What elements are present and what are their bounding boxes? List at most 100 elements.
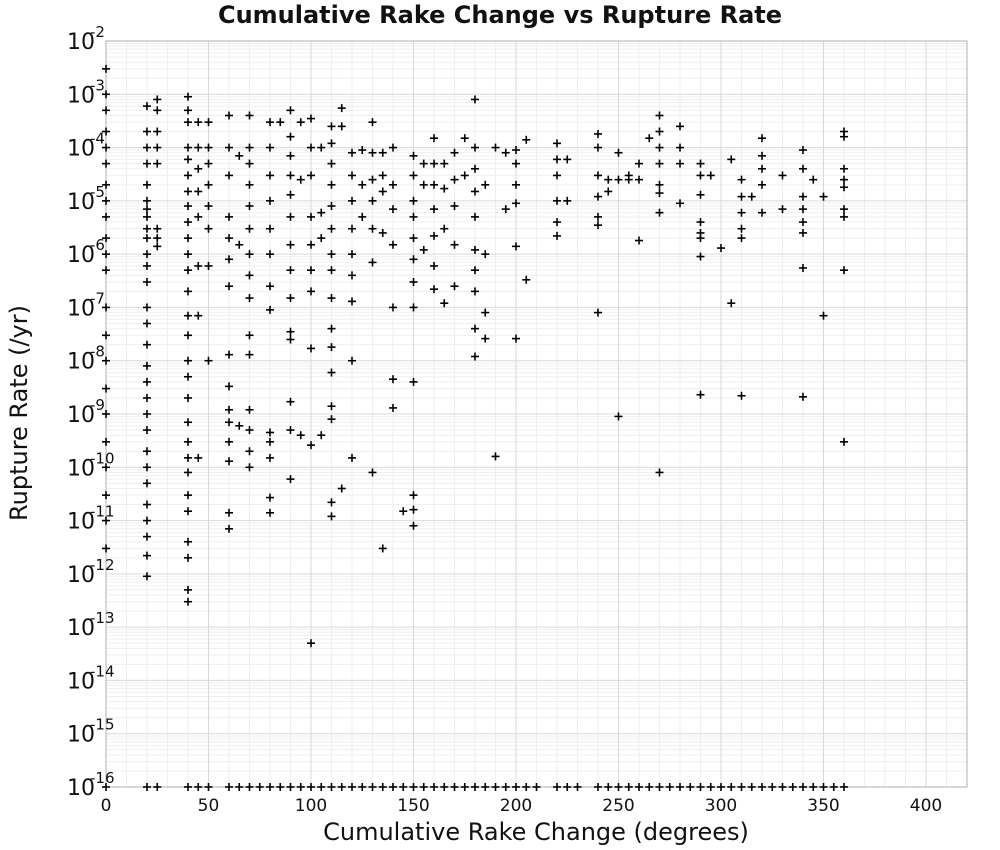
y-tick-exponent: -13 xyxy=(90,609,115,627)
y-tick-base: 10 xyxy=(67,563,95,588)
data-point xyxy=(368,224,377,233)
x-tick-label: 50 xyxy=(198,796,220,816)
data-point xyxy=(409,234,418,243)
y-tick-base: 10 xyxy=(67,403,95,428)
data-point xyxy=(799,392,807,401)
data-point xyxy=(184,491,192,500)
data-point xyxy=(225,418,233,427)
data-point xyxy=(102,331,110,340)
data-point xyxy=(522,783,531,791)
data-point xyxy=(430,180,438,189)
data-point xyxy=(194,187,203,196)
data-point xyxy=(737,192,746,201)
data-point xyxy=(286,294,295,303)
data-point xyxy=(389,783,397,791)
data-point xyxy=(706,783,715,791)
data-point xyxy=(184,202,192,211)
data-point xyxy=(399,507,408,516)
data-point xyxy=(337,783,346,791)
data-point xyxy=(225,524,233,533)
data-point xyxy=(337,122,346,131)
data-point xyxy=(348,148,356,157)
data-point xyxy=(696,234,705,243)
data-point xyxy=(204,180,213,189)
data-point xyxy=(368,196,377,205)
data-point xyxy=(184,266,192,275)
data-point xyxy=(481,180,490,189)
data-point xyxy=(471,324,479,333)
y-tick-label: 10-2 xyxy=(67,23,105,55)
y-tick-base: 10 xyxy=(67,456,95,481)
data-point xyxy=(225,234,233,243)
data-point xyxy=(225,255,233,264)
y-tick-base: 10 xyxy=(67,669,95,694)
data-point xyxy=(512,159,520,168)
y-tick-label: 10-9 xyxy=(67,396,105,428)
data-point xyxy=(378,228,387,237)
data-point xyxy=(512,199,520,208)
data-point xyxy=(327,512,336,521)
y-tick-exponent: -10 xyxy=(90,449,115,467)
data-point xyxy=(430,261,438,270)
data-point xyxy=(266,453,274,462)
data-point xyxy=(225,783,233,791)
y-tick-label: 10-16 xyxy=(67,769,115,801)
data-point xyxy=(409,377,418,386)
data-point xyxy=(266,250,274,259)
y-tick-exponent: -15 xyxy=(90,716,115,734)
y-tick-label: 10-4 xyxy=(67,130,105,162)
data-point xyxy=(512,783,520,791)
data-point xyxy=(655,143,664,152)
data-point xyxy=(266,196,274,205)
data-point xyxy=(696,159,705,168)
data-point xyxy=(481,308,490,317)
data-point xyxy=(450,783,459,791)
data-point xyxy=(143,551,151,560)
x-tick-label: 350 xyxy=(807,796,839,816)
data-point xyxy=(604,187,613,196)
data-point xyxy=(358,146,367,155)
data-point xyxy=(286,151,295,160)
data-point xyxy=(655,208,664,217)
data-point xyxy=(102,234,110,243)
data-point xyxy=(204,224,213,233)
data-point xyxy=(512,146,520,155)
data-point xyxy=(747,192,756,201)
data-point xyxy=(471,266,479,275)
data-point xyxy=(348,297,356,306)
data-point xyxy=(389,205,397,214)
y-tick-label: 10-3 xyxy=(67,76,105,108)
data-point xyxy=(635,159,643,168)
data-point xyxy=(184,585,192,594)
data-point xyxy=(296,175,305,184)
data-point xyxy=(286,240,295,249)
data-point xyxy=(102,384,110,393)
data-point xyxy=(204,143,213,152)
data-point xyxy=(460,134,469,143)
data-point xyxy=(143,463,151,472)
data-point xyxy=(184,118,192,127)
data-point xyxy=(676,143,684,152)
data-point xyxy=(102,250,110,259)
data-point xyxy=(143,250,151,259)
data-point xyxy=(266,493,274,502)
data-point xyxy=(655,127,664,136)
data-point xyxy=(450,148,459,157)
data-point xyxy=(409,255,418,264)
data-point xyxy=(358,783,367,791)
data-point xyxy=(184,171,192,180)
data-point xyxy=(409,196,418,205)
data-point xyxy=(409,151,418,160)
data-point xyxy=(184,553,192,562)
data-point xyxy=(307,287,315,296)
data-point xyxy=(348,171,356,180)
data-point xyxy=(204,159,213,168)
data-point xyxy=(747,783,756,791)
y-tick-base: 10 xyxy=(67,296,95,321)
data-point xyxy=(327,498,336,507)
y-tick-exponent: -11 xyxy=(90,503,115,521)
data-point xyxy=(378,148,387,157)
data-point xyxy=(368,468,377,477)
y-tick-label: 10-8 xyxy=(67,343,105,375)
